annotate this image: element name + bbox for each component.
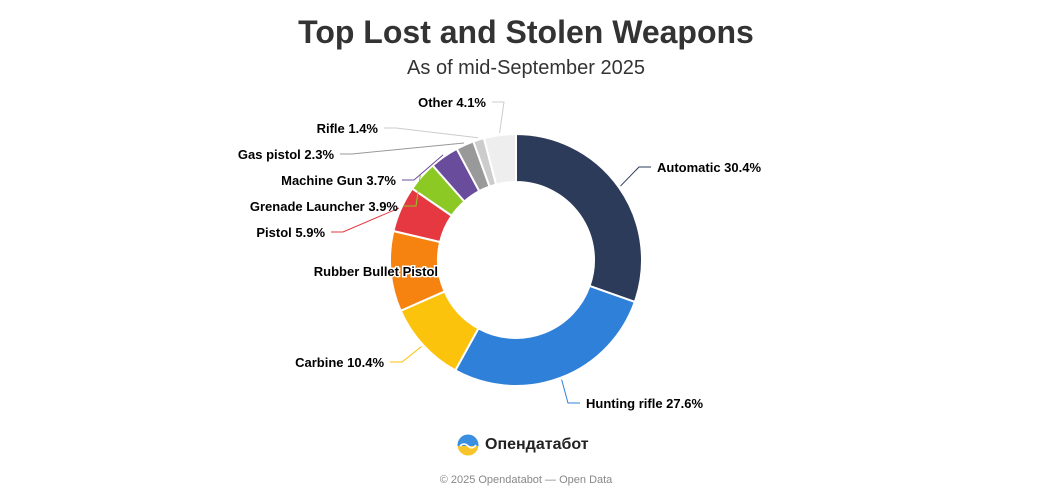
leader-line [620, 166, 651, 187]
brand-name: Опендатабот [485, 436, 589, 453]
leader-line [331, 207, 400, 233]
opendatabot-logo-icon [457, 434, 479, 456]
leader-line [404, 174, 421, 207]
brand-logo: Опендатабот [457, 432, 589, 458]
slice-automatic[interactable] [515, 133, 643, 303]
slice-other[interactable] [482, 133, 517, 186]
slice-label: Machine Gun 3.7% [281, 173, 396, 188]
leader-line [340, 142, 465, 155]
slice-label: Gas pistol 2.3% [238, 147, 335, 162]
leader-line [384, 127, 479, 139]
slice-label: Hunting rifle 27.6% [586, 396, 703, 411]
leader-line [390, 346, 422, 363]
leader-line [492, 101, 505, 134]
slice-label: Grenade Launcher 3.9% [250, 199, 399, 214]
slice-label: Rifle 1.4% [317, 121, 379, 136]
chart-title: Top Lost and Stolen Weapons [298, 14, 754, 50]
slice-label: Carbine 10.4% [295, 355, 384, 370]
chart-subtitle: As of mid-September 2025 [407, 57, 645, 79]
slice-label: Pistol 5.9% [256, 225, 325, 240]
slice-label: Automatic 30.4% [657, 160, 761, 175]
slice-hunting-rifle[interactable] [454, 284, 636, 387]
footer-credit: © 2025 Opendatabot — Open Data [439, 474, 613, 486]
slice-label: Rubber Bullet Pistol [314, 264, 438, 279]
slice-labels: Automatic 30.4% Hunting rifle 27.6% Carbin… [238, 95, 762, 411]
slice-label: Other 4.1% [418, 95, 486, 110]
leader-line [561, 379, 580, 404]
donut-slices [389, 133, 643, 387]
leader-line [402, 154, 444, 181]
